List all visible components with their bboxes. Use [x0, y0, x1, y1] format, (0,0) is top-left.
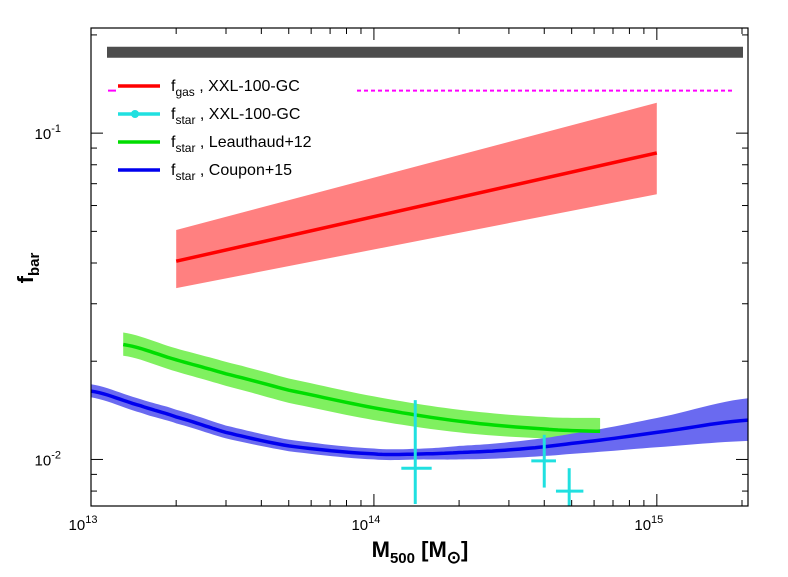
legend-marker-fstar-XXL-100-GC — [131, 110, 139, 118]
x-tick-label-exp: 14 — [368, 514, 380, 526]
x-axis-title-unit-sym: ⊙ — [447, 548, 461, 567]
plot-frame — [90, 27, 749, 507]
y-tick-label-base: 10 — [35, 126, 52, 143]
legend-label-fgas-XXL-100-GC: fgas , XXL-100-GC — [171, 78, 300, 99]
x-tick-label-base: 10 — [634, 517, 651, 534]
fgas-XXL-100-GC-line — [175, 151, 658, 263]
legend-label-main: f — [171, 106, 176, 123]
fstar-Coupon15-line — [91, 389, 748, 457]
x-axis-title-sub: 500 — [390, 550, 415, 567]
legend-label-sub: star — [175, 113, 195, 127]
y-axis-title: fbar — [13, 253, 43, 284]
legend-label-main: f — [171, 78, 176, 95]
series-lines — [91, 151, 748, 457]
legend-label-rest: , XXL-100-GC — [195, 78, 300, 95]
y-tick-label: 10-1 — [35, 123, 61, 143]
fstar-Leauthaud12-line — [122, 342, 601, 434]
reference-lines — [107, 46, 744, 92]
x-tick-label: 1013 — [69, 514, 98, 534]
y-axis-title-main: f — [13, 275, 38, 283]
legend-label-sub: gas — [175, 85, 194, 99]
x-axis-title: M500 [M⊙] — [372, 537, 469, 567]
x-tick-label: 1014 — [351, 514, 380, 534]
legend-label-sub: star — [175, 169, 195, 183]
x-axis-title-unit-close: ] — [461, 537, 468, 562]
legend-label-sub: star — [175, 141, 195, 155]
y-tick-label-base: 10 — [35, 452, 52, 469]
legend-label-main: f — [171, 162, 176, 179]
y-tick-label-exp: -2 — [51, 449, 61, 461]
legend-label-fstar-Coupon15: fstar , Coupon+15 — [171, 162, 292, 183]
legend-label-rest: , Leauthaud+12 — [195, 134, 311, 151]
legend-label-rest: , XXL-100-GC — [195, 106, 300, 123]
legend-label-main: f — [171, 134, 176, 151]
y-tick-label: 10-2 — [35, 449, 61, 469]
y-axis-title-sub: bar — [26, 253, 43, 277]
fstar-Leauthaud12-band — [123, 332, 601, 440]
x-tick-label-exp: 13 — [85, 514, 97, 526]
plot-border — [90, 27, 749, 507]
x-tick-label-base: 10 — [69, 517, 86, 534]
legend-label-fstar-Leauthaud12: fstar , Leauthaud+12 — [171, 134, 312, 155]
x-tick-label: 1015 — [634, 514, 663, 534]
x-tick-label-base: 10 — [351, 517, 368, 534]
x-tick-label-exp: 15 — [651, 514, 663, 526]
x-axis-title-main: M — [372, 537, 390, 562]
fgas-XXL-100-GC-band — [176, 102, 657, 289]
axis-labels: M500 [M⊙] fbar — [13, 253, 468, 567]
legend-label-rest: , Coupon+15 — [195, 162, 292, 179]
x-axis-title-unit-open: [M — [415, 537, 447, 562]
y-tick-label-exp: -1 — [51, 123, 61, 135]
data-points — [401, 400, 584, 506]
legend-label-fstar-XXL-100-GC: fstar , XXL-100-GC — [171, 106, 300, 127]
